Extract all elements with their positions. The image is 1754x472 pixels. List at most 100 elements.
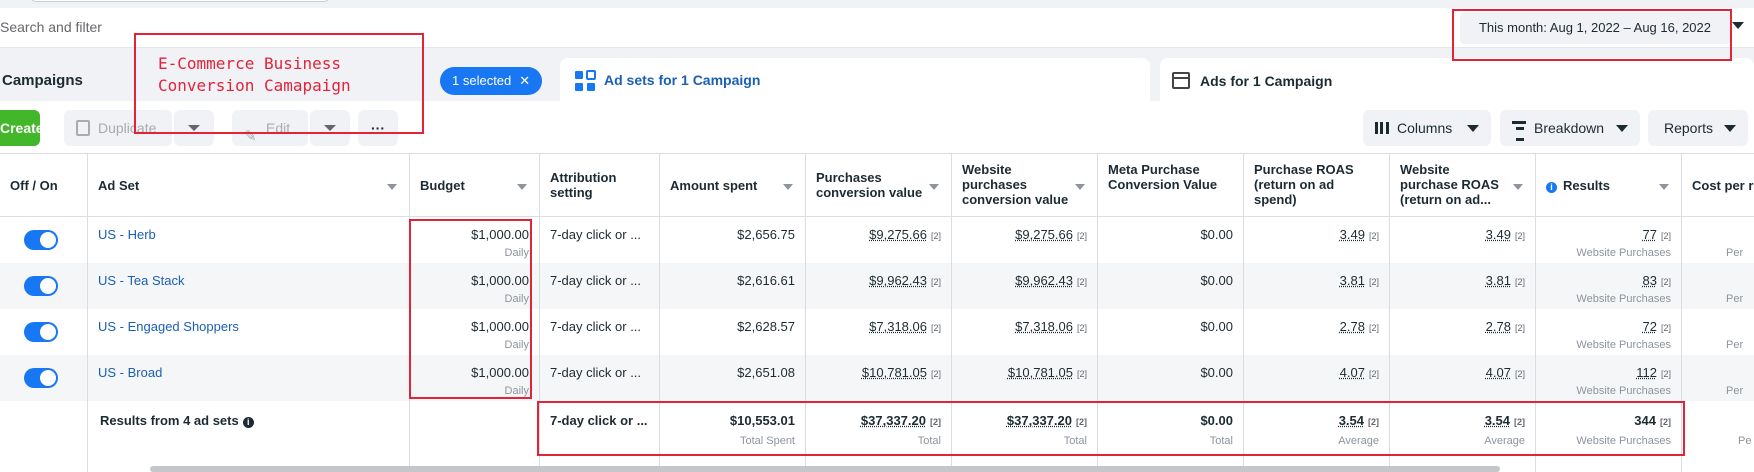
sort-caret-icon[interactable] [1075,184,1085,190]
adset-name-link[interactable]: US - Herb [98,227,156,242]
totals-results: 344 [2] [1634,413,1671,428]
purchases-value[interactable]: $9,275.66 [2] [869,227,941,242]
website-value[interactable]: $10,781.05 [2] [1008,365,1087,380]
results-value[interactable]: 112 [2] [1636,365,1671,380]
sort-caret-icon[interactable] [1659,184,1669,190]
toggle-switch[interactable] [24,276,58,296]
roas-value[interactable]: 2.78 [2] [1340,319,1379,334]
sort-caret-icon[interactable] [929,184,939,190]
table-row: 7-day click or ... [540,309,659,355]
attribution-value: 7-day click or ... [550,319,642,334]
attribution-value: 7-day click or ... [550,273,642,288]
value-text: 3.54 [1484,413,1510,428]
results-value[interactable]: 83 [2] [1643,273,1671,288]
header-attribution[interactable]: Attribution setting [540,154,659,217]
tab-adsets[interactable]: Ad sets for 1 Campaign [560,58,1150,101]
header-off-on[interactable]: Off / On [0,154,87,217]
sort-caret-icon[interactable] [387,184,397,190]
toggle-switch[interactable] [24,230,58,250]
sort-caret-icon[interactable] [517,184,527,190]
web-roas-value[interactable]: 3.49 [2] [1486,227,1525,242]
web-roas-value[interactable]: 2.78 [2] [1486,319,1525,334]
edit-dropdown[interactable] [310,110,350,146]
create-button[interactable]: Create [0,110,44,146]
info-icon[interactable]: i [242,417,254,428]
roas-value[interactable]: 3.81 [2] [1340,273,1379,288]
value-text: $9,962.43 [869,273,927,288]
website-value[interactable]: $7,318.06 [2] [1015,319,1087,334]
header-results[interactable]: i Results [1536,154,1681,217]
totals-purchases-value[interactable]: $37,337.20 [2] [861,413,941,428]
selected-chip[interactable]: 1 selected ✕ [440,67,543,95]
totals-website-value[interactable]: $37,337.20 [2] [1007,413,1087,428]
totals-web-roas[interactable]: 3.54 [2] [1485,413,1525,428]
tab-campaigns[interactable]: Campaigns [2,72,83,89]
duplicate-dropdown[interactable] [174,110,214,146]
column-cost-per: Cost per r Per Per Per Per Pe [1682,154,1754,472]
purchases-value[interactable]: $7,318.06 [2] [869,319,941,334]
header-text: Results [1563,178,1610,193]
purchases-value[interactable]: $10,781.05 [2] [862,365,941,380]
header-cost-per[interactable]: Cost per r [1682,154,1754,217]
table-row: $0.00 [1098,309,1243,355]
info-icon[interactable]: i [1546,182,1557,193]
tab-ads[interactable]: Ads for 1 Campaign [1160,58,1754,101]
header-purchase-roas[interactable]: Purchase ROAS (return on ad spend) [1244,154,1389,217]
close-icon[interactable]: ✕ [519,73,531,88]
totals-spent: $10,553.01 [729,413,795,428]
budget-value: $1,000.00 [471,319,529,334]
header-website-purchases-value[interactable]: Website purchases conversion value [952,154,1097,217]
web-roas-value[interactable]: 4.07 [2] [1486,365,1525,380]
header-amount-spent[interactable]: Amount spent [660,154,805,217]
website-value[interactable]: $9,962.43 [2] [1015,273,1087,288]
roas-value[interactable]: 3.49 [2] [1340,227,1379,242]
value-text: 3.49 [1485,227,1511,242]
header-ad-set[interactable]: Ad Set [88,154,409,217]
website-value[interactable]: $9,275.66 [2] [1015,227,1087,242]
header-label: Off / On [10,178,58,193]
header-meta-purchase-value[interactable]: Meta Purchase Conversion Value [1098,154,1243,217]
footnote: [2] [1660,277,1671,287]
reports-button[interactable]: Reports [1648,110,1748,146]
header-purchases-value[interactable]: Purchases conversion value [806,154,951,217]
totals-label-text: Results from 4 ad sets [100,413,239,428]
purchases-value[interactable]: $9,962.43 [2] [869,273,941,288]
column-ad-set: Ad Set US - Herb US - Tea Stack US - Eng… [88,154,410,472]
value-text: 4.07 [1485,365,1511,380]
footnote: [2] [1660,369,1671,379]
header-budget[interactable]: Budget [410,154,539,217]
header-website-purchase-roas[interactable]: Website purchase ROAS (return on ad... [1390,154,1535,217]
meta-value: $0.00 [1200,273,1233,288]
table-row: 3.81 [2] [1390,263,1535,309]
search-bar[interactable]: Search and filter This month: Aug 1, 202… [0,8,1754,48]
results-value[interactable]: 72 [2] [1643,319,1671,334]
date-range-button[interactable]: This month: Aug 1, 2022 – Aug 16, 2022 [1460,12,1730,44]
toggle-switch[interactable] [24,322,58,342]
sort-caret-icon[interactable] [1513,184,1523,190]
sort-caret-icon[interactable] [783,184,793,190]
footnote: [2] [1368,231,1379,241]
adset-name-link[interactable]: US - Broad [98,365,163,380]
column-meta-purchase-value: Meta Purchase Conversion Value $0.00 $0.… [1098,154,1244,472]
columns-label: Columns [1397,120,1453,136]
table-row: Per [1682,217,1754,263]
search-input[interactable]: Search and filter [0,19,102,35]
roas-value[interactable]: 4.07 [2] [1340,365,1379,380]
horizontal-scrollbar[interactable] [150,466,1500,472]
chevron-down-icon [1467,125,1479,132]
totals-roas[interactable]: 3.54 [2] [1339,413,1379,428]
toggle-switch[interactable] [24,368,58,388]
adset-name-link[interactable]: US - Tea Stack [98,273,185,288]
date-range-caret-icon[interactable] [1732,22,1744,29]
columns-button[interactable]: Columns [1363,110,1491,146]
annotation-box-date [1452,9,1732,61]
web-roas-value[interactable]: 3.81 [2] [1486,273,1525,288]
footnote: [2] [930,323,941,333]
breakdown-button[interactable]: Breakdown [1500,110,1640,146]
table-row: 2.78 [2] [1390,309,1535,355]
results-value[interactable]: 77 [2] [1643,227,1671,242]
table-row [0,309,87,355]
footnote: [2] [1076,417,1087,427]
footnote: [2] [1514,277,1525,287]
adset-name-link[interactable]: US - Engaged Shoppers [98,319,239,334]
